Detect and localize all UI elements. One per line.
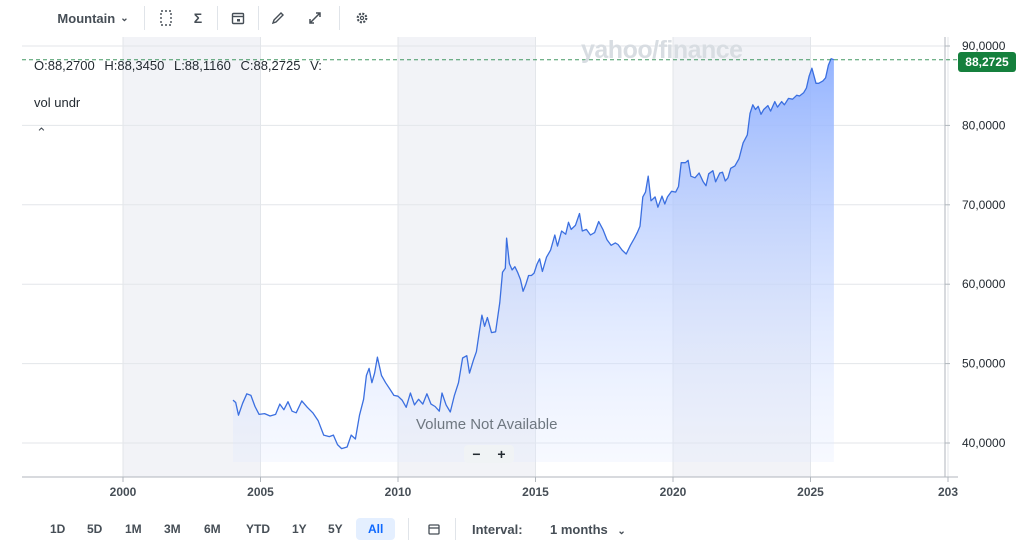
ohlc-readout: O:88,2700 H:88,3450 L:88,1160 C:88,2725 …	[34, 58, 328, 73]
x-axis-ticks: 2000 2005 2010 2015 2020 2025 203	[110, 477, 958, 499]
interval-label: Interval:	[472, 522, 523, 537]
open-value: O:88,2700	[34, 58, 95, 73]
volume-not-available: Volume Not Available	[416, 416, 558, 433]
x-tick-label: 203	[938, 485, 958, 499]
y-tick-label: 40,0000	[962, 436, 1006, 450]
x-tick-label: 2005	[247, 485, 274, 499]
range-6m[interactable]: 6M	[204, 522, 221, 536]
chevron-down-icon: ⌄	[617, 526, 626, 537]
toolbar-divider	[339, 6, 340, 30]
interval-value: 1 months	[550, 522, 608, 537]
zoom-control: − +	[464, 445, 514, 463]
fullscreen-icon[interactable]	[305, 8, 325, 28]
chevron-down-icon: ⌄	[120, 12, 129, 24]
x-tick-label: 2015	[522, 485, 549, 499]
range-1y[interactable]: 1Y	[292, 522, 307, 536]
price-area-fill	[233, 58, 834, 462]
range-bar: 1D 5D 1M 3M 6M YTD 1Y 5Y All Interval: 1…	[0, 512, 1024, 545]
toolbar-divider	[144, 6, 145, 30]
range-5d[interactable]: 5D	[87, 522, 103, 536]
high-value: H:88,3450	[104, 58, 165, 73]
last-price-tag: 88,2725	[958, 52, 1016, 72]
toolbar-divider	[258, 6, 259, 30]
x-tick-label: 2025	[797, 485, 824, 499]
chart-toolbar: Mountain ⌄ Σ	[0, 0, 1024, 36]
range-all[interactable]: All	[356, 518, 396, 540]
x-tick-label: 2010	[385, 485, 412, 499]
calendar-icon[interactable]	[422, 520, 446, 542]
range-ytd[interactable]: YTD	[246, 522, 270, 536]
events-icon[interactable]	[228, 8, 248, 28]
y-axis-ticks: 40,0000 50,0000 60,0000 70,0000 80,0000 90,00…	[945, 39, 1006, 450]
chart-type-label: Mountain	[57, 10, 116, 26]
indicator-label[interactable]: vol undr	[34, 95, 81, 110]
year-band	[123, 37, 261, 477]
toolbar-divider	[217, 6, 218, 30]
y-tick-label: 50,0000	[962, 357, 1006, 371]
indicators-icon[interactable]: Σ	[193, 10, 203, 26]
draw-icon[interactable]	[268, 8, 288, 28]
collapse-caret-icon[interactable]: ⌃	[36, 125, 47, 140]
y-tick-label: 90,0000	[962, 39, 1006, 53]
price-line	[232, 58, 835, 450]
y-tick-label: 80,0000	[962, 118, 1006, 132]
chart-type-dropdown[interactable]: Mountain ⌄	[52, 8, 134, 28]
range-1d[interactable]: 1D	[50, 522, 66, 536]
x-tick-label: 2020	[660, 485, 687, 499]
y-tick-label: 60,0000	[962, 277, 1006, 291]
range-3m[interactable]: 3M	[164, 522, 181, 536]
yahoo-finance-watermark: yahoo/finance	[581, 36, 743, 64]
range-divider	[408, 518, 409, 540]
x-tick-label: 2000	[110, 485, 137, 499]
zoom-in-button[interactable]: +	[497, 446, 506, 462]
range-5y[interactable]: 5Y	[328, 522, 343, 536]
zoom-out-button[interactable]: −	[472, 446, 481, 462]
interval-dropdown[interactable]: 1 months ⌄	[550, 522, 626, 537]
settings-icon[interactable]	[352, 8, 372, 28]
y-tick-label: 70,0000	[962, 198, 1006, 212]
close-value: C:88,2725	[240, 58, 301, 73]
low-value: L:88,1160	[173, 58, 231, 73]
price-area	[232, 58, 835, 462]
volume-value: V:	[310, 58, 322, 73]
range-1m[interactable]: 1M	[125, 522, 142, 536]
range-divider	[455, 518, 456, 540]
compare-icon[interactable]	[156, 8, 176, 28]
